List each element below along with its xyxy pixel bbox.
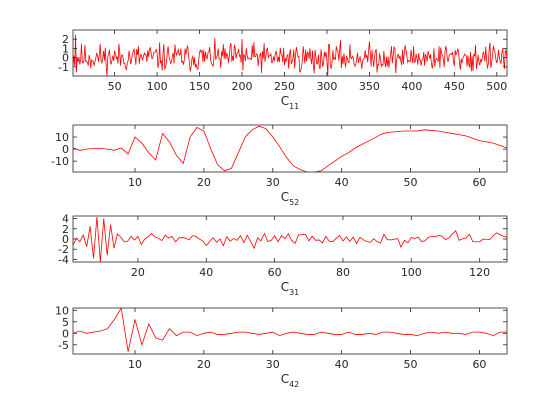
x-axis-label-subscript: 31 [289,288,299,297]
x-tick-label: 20 [197,176,211,189]
x-axis-label-main: C [281,280,289,294]
x-tick-label: 80 [336,266,350,279]
x-axis-label: C52 [281,190,300,207]
y-tick-label: -5 [58,339,69,352]
y-tick-label: 0 [62,52,69,65]
x-tick-label: 50 [404,358,418,371]
y-tick-label: 4 [62,213,69,226]
y-tick-label: 1 [62,42,69,55]
x-tick-label: 10 [128,176,142,189]
y-tick-label: 0 [62,143,69,156]
x-axis-label-main: C [281,190,289,204]
y-tick-label: 10 [55,304,69,317]
x-tick-label: 50 [404,176,418,189]
x-tick-label: 500 [486,80,507,93]
x-axis-label-subscript: 52 [289,198,299,207]
x-tick-label: 120 [469,266,490,279]
x-axis-label: C31 [281,280,300,297]
x-tick-label: 40 [335,358,349,371]
x-tick-label: 400 [401,80,422,93]
x-tick-label: 100 [147,80,168,93]
x-tick-label: 40 [199,266,213,279]
y-tick-label: 0 [62,327,69,340]
x-tick-label: 60 [268,266,282,279]
x-tick-label: 30 [266,176,280,189]
x-tick-label: 350 [359,80,380,93]
x-axis-label-main: C [281,372,289,386]
x-tick-label: 200 [232,80,253,93]
series-line-1 [73,308,507,352]
x-tick-label: 450 [444,80,465,93]
y-tick-label: 0 [62,233,69,246]
y-tick-label: -2 [58,243,69,256]
y-tick-label: 2 [62,223,69,236]
axes-box [72,307,508,355]
x-axis-label: C42 [281,372,300,389]
y-tick-label: -1 [58,61,69,74]
y-tick-label: 2 [62,33,69,46]
series-line-1 [73,34,507,76]
x-tick-label: 100 [401,266,422,279]
y-tick-label: -4 [58,253,69,266]
x-axis-label-main: C [281,94,289,108]
x-axis-label: C11 [281,94,300,111]
x-tick-label: 20 [197,358,211,371]
x-axis-label-subscript: 42 [289,380,299,389]
x-tick-label: 10 [128,358,142,371]
x-tick-label: 300 [316,80,337,93]
x-axis-label-subscript: 11 [289,102,299,111]
axes-box [72,215,508,263]
x-tick-label: 60 [472,358,486,371]
series-line-1 [73,216,507,262]
x-tick-label: 40 [335,176,349,189]
x-tick-label: 150 [189,80,210,93]
y-tick-label: -10 [51,155,69,168]
y-tick-label: 5 [62,316,69,329]
x-tick-label: 60 [472,176,486,189]
x-tick-label: 30 [266,358,280,371]
x-tick-label: 50 [108,80,122,93]
y-tick-label: 10 [55,131,69,144]
x-tick-label: 250 [274,80,295,93]
series-line-1 [73,125,507,172]
x-tick-label: 20 [131,266,145,279]
